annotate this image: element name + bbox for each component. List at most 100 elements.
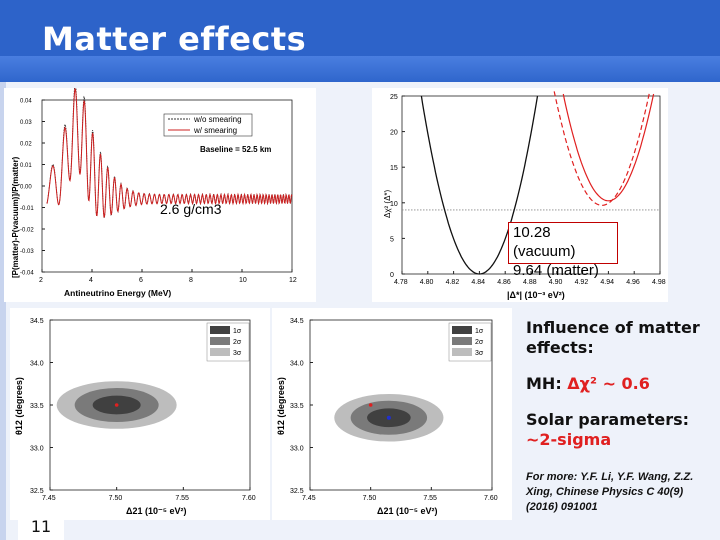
contour-chart-left: 7.45 7.50 7.55 7.60 32.5 33.0 33.5 34.0 34.5 1σ 2σ… (10, 308, 270, 520)
legend-label-3sigma: 3σ (233, 350, 242, 357)
chart1-ytick-label: 0.01 (20, 163, 32, 169)
legend-label-w: w/ smearing (193, 126, 237, 135)
contour-xtick-label: 7.50 (363, 495, 377, 502)
mh-line: MH: Δχ² ~ 0.6 (526, 374, 716, 394)
chart1-ytick-label: 0.02 (20, 142, 32, 148)
matter-ratio-chart: 2 4 6 8 10 12 -0.04 -0.03 -0.02 -0.01 0.00 0.01 0.02… (4, 83, 316, 302)
chart2-xtick-label: 4.82 (446, 279, 460, 286)
legend-swatch-2sigma (210, 337, 230, 345)
contour-xtick-label: 7.50 (109, 495, 123, 502)
contour-ytick-label: 34.5 (30, 318, 44, 325)
legend-label-1sigma: 1σ (233, 328, 242, 335)
chi-vacuum-text: 10.28 (vacuum) (513, 224, 576, 260)
chart1-ytick-label: -0.02 (20, 228, 34, 234)
chart1-xtick-label: 6 (139, 277, 143, 284)
contour-xtick-label: 7.45 (302, 495, 316, 502)
legend-swatch-3sigma (452, 348, 472, 356)
chi-matter-text: 9.64 (matter) (513, 262, 599, 279)
legend-label-1sigma: 1σ (475, 328, 484, 335)
chart2-xtick-label: 4.80 (420, 279, 434, 286)
chi2-svg: 4.78 4.80 4.82 4.84 4.86 4.88 4.90 4.92 4.94 4.96… (383, 91, 666, 300)
chi2-annotation-box: 10.28 (vacuum) 9.64 (matter) (508, 222, 618, 279)
legend-swatch-2sigma (452, 337, 472, 345)
chart2-ytick-label: 15 (390, 165, 398, 172)
solar-value: ~2-sigma (526, 430, 612, 449)
chart2-xtick-label: 4.98 (652, 279, 666, 286)
chart1-ytick-label: -0.01 (20, 206, 34, 212)
mh-prefix: MH: (526, 374, 568, 393)
matter-ratio-svg: 2 4 6 8 10 12 -0.04 -0.03 -0.02 -0.01 0.00 0.01 0.02… (11, 83, 297, 298)
chart2-xtick-label: 4.78 (394, 279, 408, 286)
left-accent-bar (0, 82, 6, 540)
chart2-xlabel: |Δ*| (10⁻³ eV²) (507, 290, 565, 300)
legend-label-wo: w/o smearing (193, 115, 242, 124)
contour-xtick-label: 7.55 (175, 495, 189, 502)
contour-ytick-label: 33.5 (30, 403, 44, 410)
contour-xtick-label: 7.55 (423, 495, 437, 502)
best-fit-marker (368, 403, 373, 407)
contour-xtick-label: 7.45 (42, 495, 56, 502)
chart1-ytick-label: -0.03 (20, 249, 34, 255)
contour-ytick-label: 33.5 (290, 403, 304, 410)
chart2-ytick-label: 5 (390, 236, 394, 243)
chart1-xtick-label: 2 (39, 277, 43, 284)
chart2-ylabel: Δχ² (Δ*) (383, 189, 392, 218)
legend-swatch-1sigma (210, 326, 230, 334)
contour-xlabel: Δ21 (10⁻⁵ eV²) (377, 506, 437, 516)
legend-swatch-1sigma (452, 326, 472, 334)
chart2-ytick-label: 0 (390, 272, 394, 279)
solar-label: Solar parameters: (526, 410, 690, 429)
contour-ytick-label: 34.0 (30, 361, 44, 368)
chart2-ytick-label: 25 (390, 94, 398, 101)
chart2-xtick-label: 4.96 (626, 279, 640, 286)
chart1-xtick-label: 10 (239, 277, 247, 284)
legend-swatch-3sigma (210, 348, 230, 356)
slide-title: Matter effects (42, 20, 307, 58)
chart1-ytick-label: 0.00 (20, 185, 32, 191)
chart1-ylabel: [P(matter)-P(vacuum)]/P(matter) (11, 156, 20, 278)
chart2-xtick-label: 4.88 (523, 279, 537, 286)
chart2-ytick-label: 20 (390, 130, 398, 137)
chart1-legend: w/o smearing w/ smearing (163, 113, 253, 137)
chi2-chart: 4.78 4.80 4.82 4.84 4.86 4.88 4.90 4.92 4.94 4.96… (372, 88, 668, 302)
contour-ytick-label: 34.5 (290, 318, 304, 325)
contour-ytick-label: 32.5 (30, 488, 44, 495)
slide-header: Matter effects (0, 0, 720, 82)
chart2-xtick-label: 4.94 (600, 279, 614, 286)
chart1-xtick-label: 8 (189, 277, 193, 284)
contour-right-svg: 7.45 7.50 7.55 7.60 32.5 33.0 33.5 34.0 34.5 1σ 2σ… (276, 318, 498, 516)
best-fit-marker (114, 403, 119, 407)
contour-ytick-label: 32.5 (290, 488, 304, 495)
chart2-xtick-label: 4.84 (471, 279, 485, 286)
chart1-xtick-label: 4 (89, 277, 93, 284)
contour-xtick-label: 7.60 (484, 495, 498, 502)
legend-label-3sigma: 3σ (475, 350, 484, 357)
contour-ylabel: θ12 (degrees) (14, 377, 24, 435)
reference-note: For more: Y.F. Li, Y.F. Wang, Z.Z. Xing,… (526, 471, 694, 513)
contour-xtick-label: 7.60 (242, 495, 256, 502)
influence-title: Influence of matter effects: (526, 318, 700, 357)
contour-xlabel: Δ21 (10⁻⁵ eV²) (126, 506, 186, 516)
contour-left-svg: 7.45 7.50 7.55 7.60 32.5 33.0 33.5 34.0 34.5 1σ 2σ… (14, 318, 256, 516)
chart1-xlabel: Antineutrino Energy (MeV) (64, 288, 171, 298)
best-fit-marker-matter (386, 415, 391, 420)
header-swoosh (0, 56, 720, 82)
baseline-annotation: Baseline = 52.5 km (200, 145, 271, 154)
contour-ylabel: θ12 (degrees) (276, 377, 286, 435)
chart1-ytick-label: 0.03 (20, 120, 32, 126)
series-line-w-smearing (46, 87, 293, 218)
slide-number: 11 (18, 514, 64, 540)
chart2-xtick-label: 4.92 (575, 279, 589, 286)
density-label: 2.6 g/cm3 (160, 201, 222, 217)
parabola-inverted-vacuum (562, 93, 655, 202)
parabola-inverted-matter (553, 91, 651, 207)
chart2-xtick-label: 4.86 (497, 279, 511, 286)
contour-ytick-label: 33.0 (290, 446, 304, 453)
chart2-xtick-label: 4.90 (549, 279, 563, 286)
contour-ytick-label: 33.0 (30, 446, 44, 453)
legend-label-2sigma: 2σ (233, 339, 242, 346)
chart2-ytick-label: 10 (390, 201, 398, 208)
mh-value: Δχ² ~ 0.6 (567, 374, 650, 393)
chart1-ytick-label: 0.04 (20, 99, 32, 105)
chart1-ytick-label: -0.04 (20, 271, 34, 277)
